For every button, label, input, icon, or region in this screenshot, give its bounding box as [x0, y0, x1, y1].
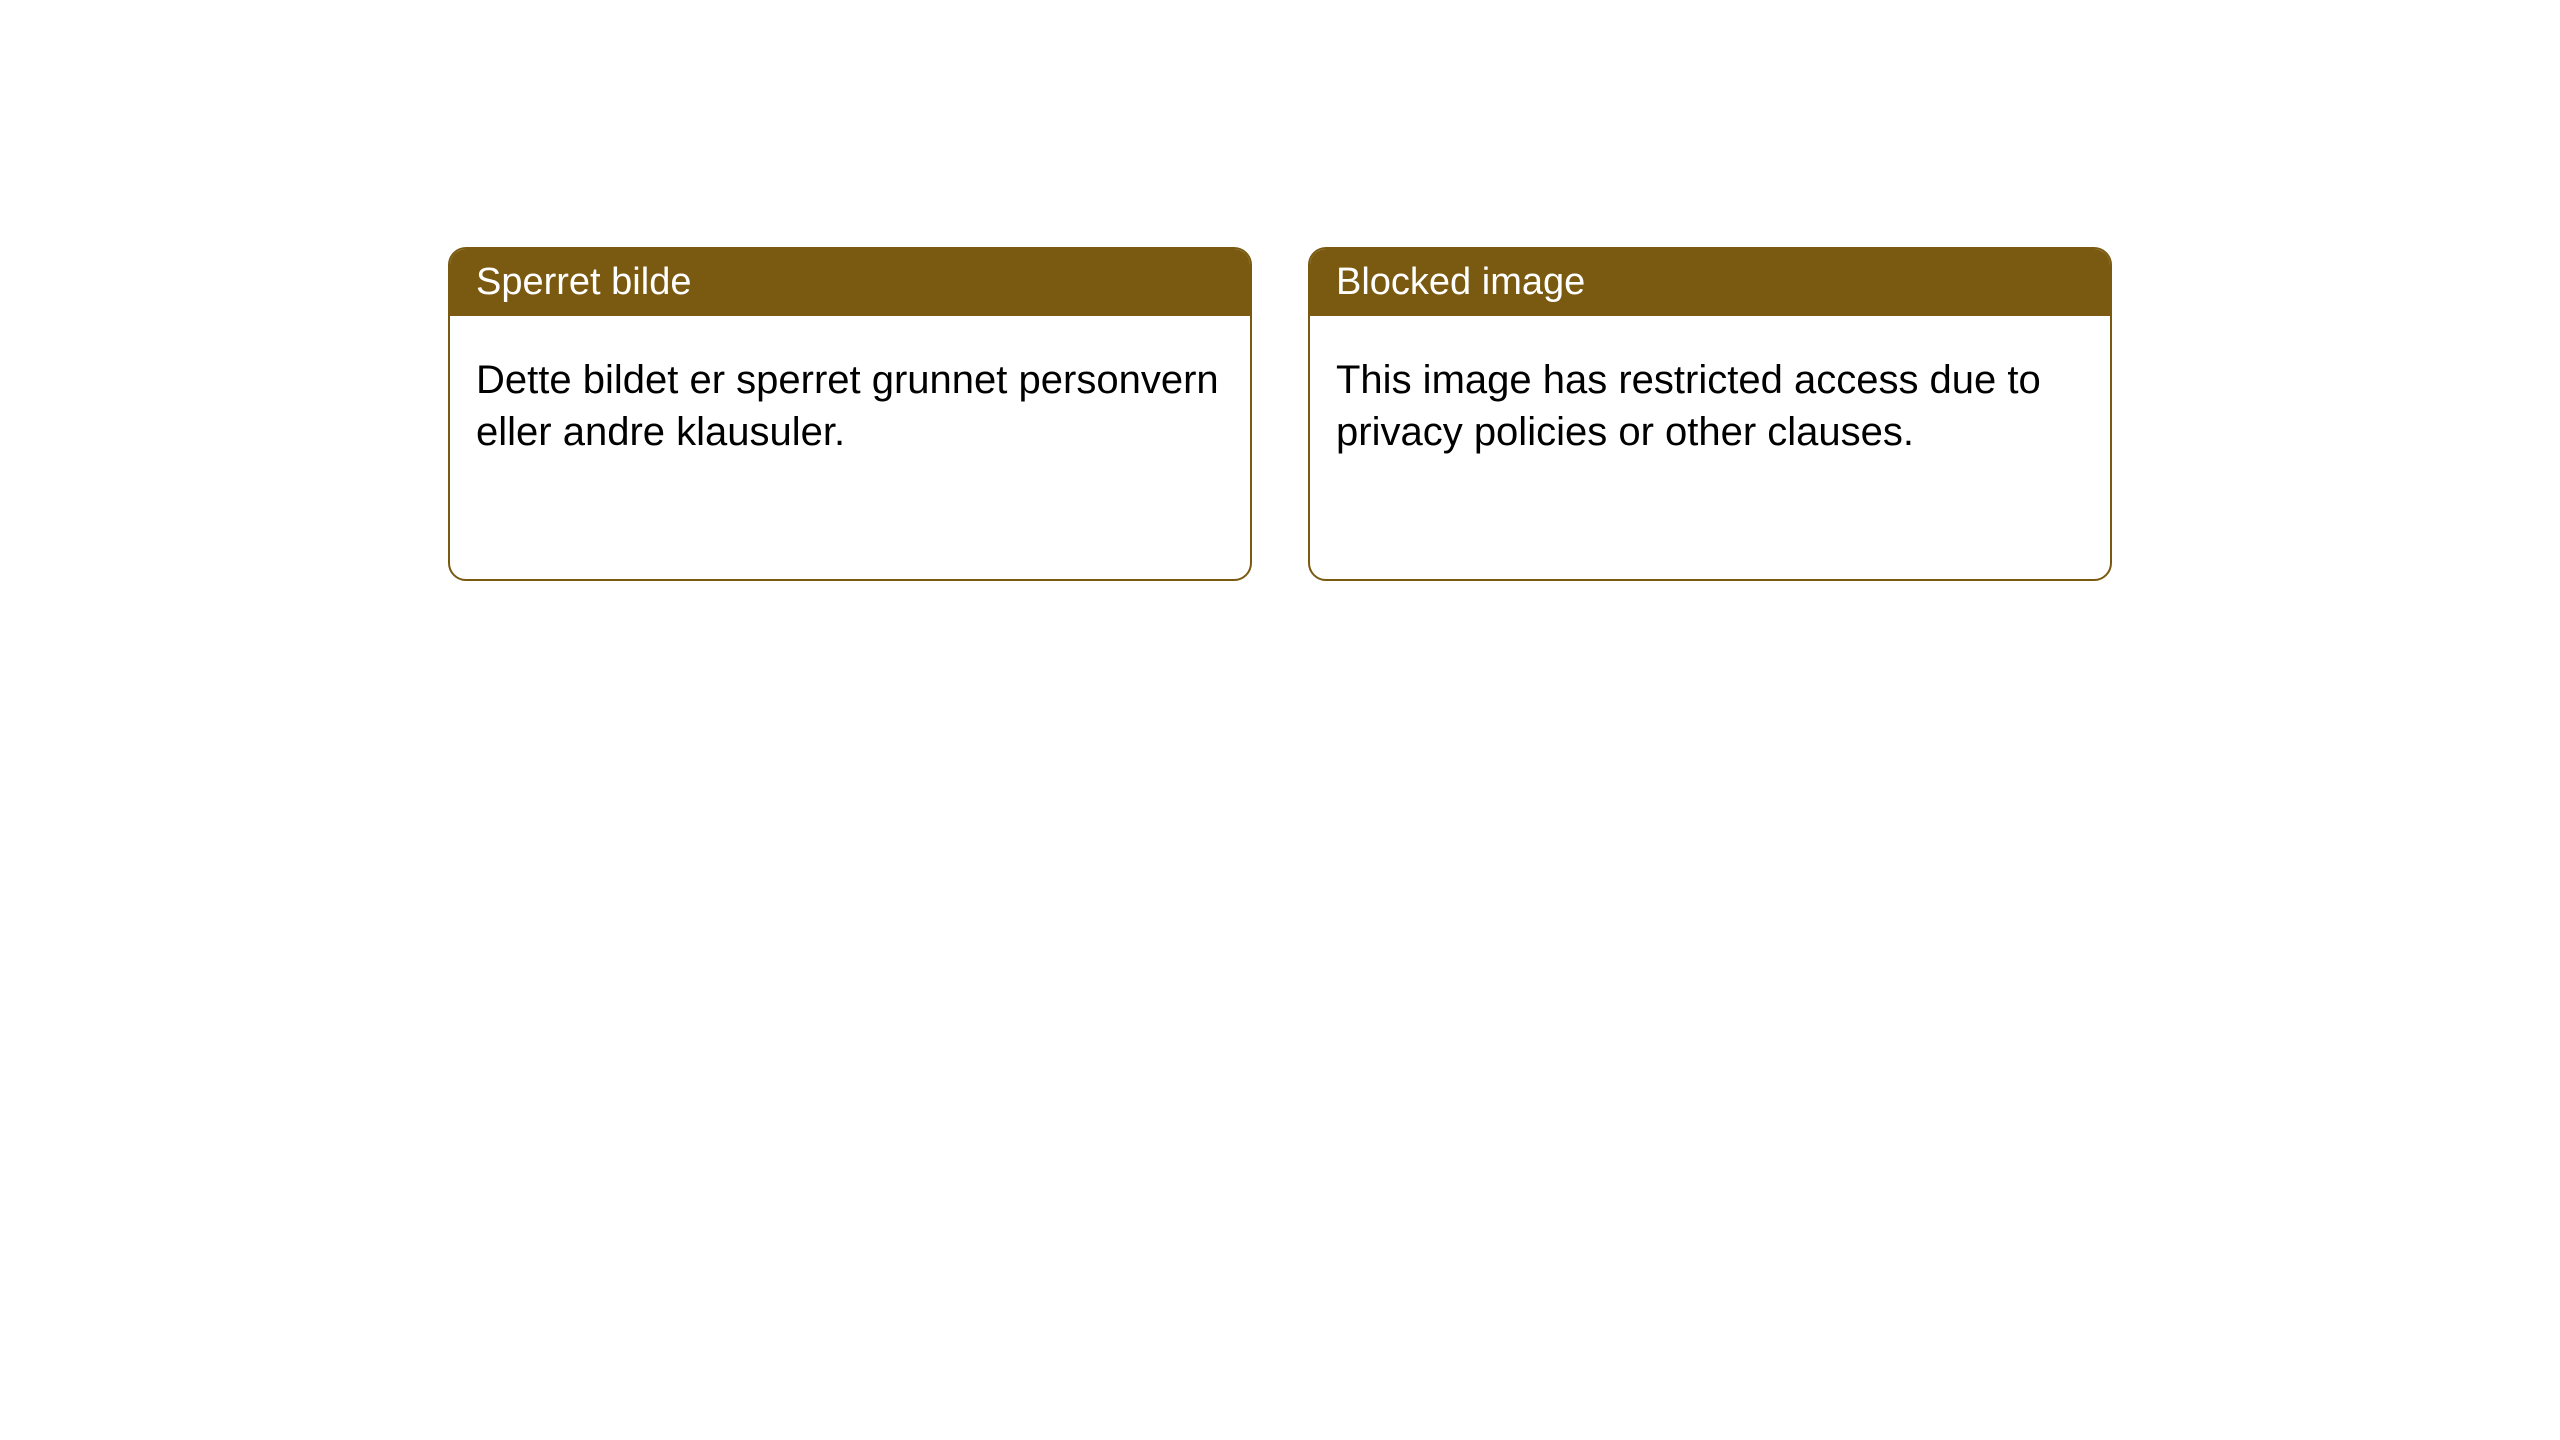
notice-body: Dette bildet er sperret grunnet personve… [450, 316, 1250, 496]
notice-container: Sperret bilde Dette bildet er sperret gr… [448, 247, 2560, 581]
notice-body-text: Dette bildet er sperret grunnet personve… [476, 358, 1219, 454]
notice-body-text: This image has restricted access due to … [1336, 358, 2041, 454]
notice-header: Sperret bilde [450, 249, 1250, 316]
notice-title: Blocked image [1336, 261, 1585, 303]
notice-title: Sperret bilde [476, 261, 691, 303]
notice-box-norwegian: Sperret bilde Dette bildet er sperret gr… [448, 247, 1252, 581]
notice-body: This image has restricted access due to … [1310, 316, 2110, 496]
notice-header: Blocked image [1310, 249, 2110, 316]
notice-box-english: Blocked image This image has restricted … [1308, 247, 2112, 581]
